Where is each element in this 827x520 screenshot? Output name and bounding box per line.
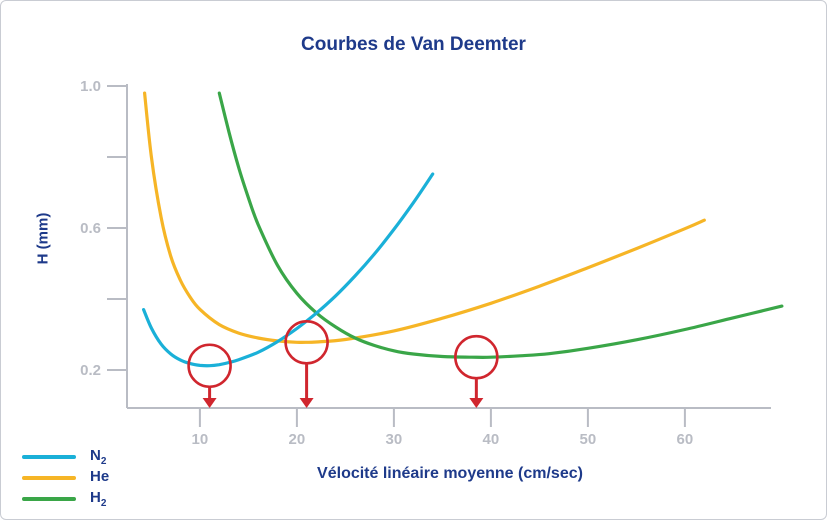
legend-swatch-n2 [22,454,76,459]
series-line-n2 [142,172,435,368]
x-tick-label: 20 [289,431,306,448]
optimum-arrow-head-h2 [469,398,484,408]
y-tick-label: 0.6 [80,220,101,237]
legend-label-h2: H2 [90,488,107,509]
legend-item-n2: N2 [22,446,109,467]
x-tick-label: 60 [677,431,694,448]
legend-item-h2: H2 [22,488,109,509]
series-line-he [143,91,706,345]
x-axis-label: Vélocité linéaire moyenne (cm/sec) [317,465,583,482]
y-axis-label: H (mm) [34,212,52,265]
legend-label-n2: N2 [90,446,107,467]
x-tick-label: 50 [580,431,597,448]
x-tick-label: 10 [192,431,209,448]
chart-title: Courbes de Van Deemter [301,34,526,55]
legend: N2 He H2 [22,446,109,509]
optimum-arrow-head-n2 [202,398,217,408]
x-tick-label: 40 [483,431,500,448]
legend-item-he: He [22,467,109,488]
legend-swatch-h2 [22,496,76,501]
optimum-arrow-head-he [299,398,314,408]
x-tick-label: 30 [386,431,403,448]
legend-swatch-he [22,475,76,480]
series-line-h2 [217,91,784,359]
legend-label-he: He [90,467,110,485]
y-tick-label: 0.2 [80,362,101,379]
y-tick-label: 1.0 [80,78,101,95]
